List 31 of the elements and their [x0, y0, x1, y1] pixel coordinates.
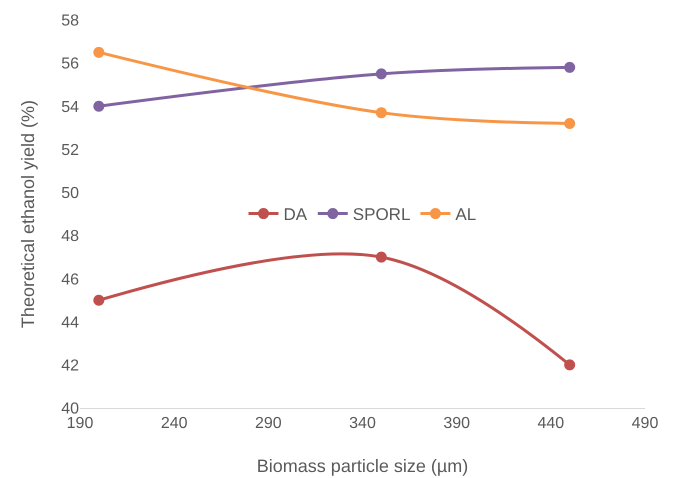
y-axis-title: Theoretical ethanol yield (%)	[18, 100, 38, 328]
point	[376, 68, 387, 80]
y-tick-label: 54	[61, 98, 80, 116]
y-tick-label: 44	[61, 314, 80, 332]
point	[93, 294, 104, 306]
x-tick-label: 240	[160, 415, 188, 432]
y-tick-label: 56	[61, 56, 80, 73]
legend-label: SPORL	[352, 205, 410, 224]
legend-label: AL	[455, 205, 476, 224]
y-tick-label: 48	[61, 228, 80, 246]
x-tick-label: 190	[66, 415, 94, 432]
x-tick-label: 390	[443, 415, 470, 432]
x-tick-label: 290	[254, 415, 282, 432]
legend-label: DA	[284, 205, 308, 224]
point	[93, 46, 104, 58]
point	[564, 359, 576, 370]
x-tick-label: 440	[537, 415, 564, 432]
y-tick-label: 42	[61, 357, 80, 374]
y-tick-label: 46	[61, 271, 80, 288]
y-tick-label: 58	[61, 12, 80, 30]
x-axis-title: Biomass particle size (µm)	[256, 456, 468, 476]
point	[564, 62, 576, 73]
point	[376, 252, 387, 263]
y-tick-label: 52	[61, 142, 80, 159]
point	[564, 118, 576, 129]
x-tick-label: 490	[632, 415, 658, 432]
point	[93, 100, 104, 112]
y-tick-label: 50	[61, 185, 80, 202]
x-tick-label: 340	[349, 415, 376, 432]
point	[376, 107, 387, 118]
y-tick-label: 40	[61, 400, 80, 418]
